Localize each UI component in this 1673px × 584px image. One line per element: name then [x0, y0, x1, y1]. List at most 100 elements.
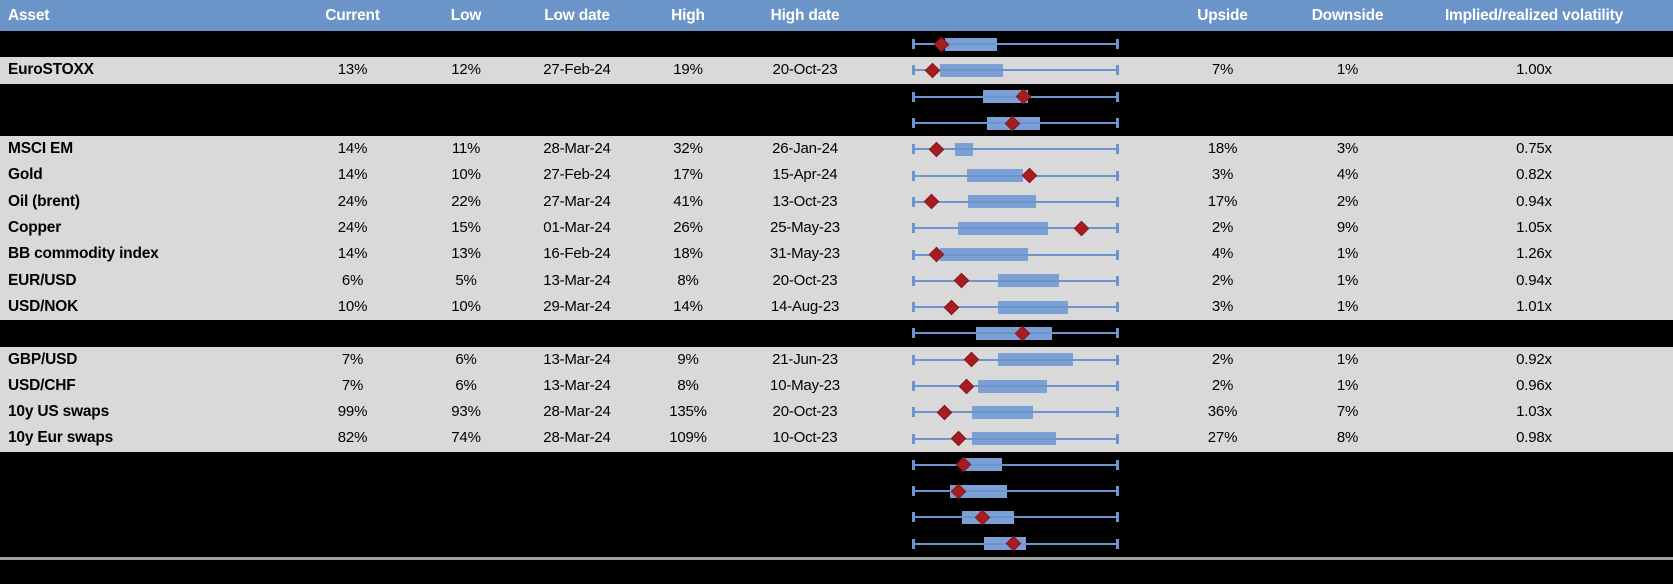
high-cell[interactable]: 32% — [673, 140, 703, 158]
asset-name-cell[interactable]: Gold — [8, 166, 43, 184]
current-cell[interactable] — [295, 452, 410, 478]
implied-realized-cell[interactable]: 0.94x — [1516, 271, 1552, 289]
high-cell[interactable] — [632, 31, 744, 57]
asset-name-cell[interactable]: USD/CHF — [8, 376, 76, 394]
downside-cell[interactable] — [1300, 320, 1395, 346]
low-date-cell[interactable] — [522, 31, 632, 57]
implied-realized-cell[interactable] — [1395, 31, 1673, 57]
high-date-cell[interactable]: 15-Apr-24 — [772, 166, 838, 184]
upside-cell[interactable]: 7% — [1211, 61, 1234, 79]
header-cell-high-date[interactable]: High date — [770, 7, 840, 24]
high-cell[interactable] — [632, 504, 744, 530]
high-cell[interactable]: 8% — [677, 376, 699, 394]
low-date-cell[interactable] — [522, 478, 632, 504]
low-cell[interactable] — [410, 320, 522, 346]
header-cell-downside[interactable]: Downside — [1311, 7, 1384, 24]
high-cell[interactable] — [632, 452, 744, 478]
downside-cell[interactable] — [1300, 504, 1395, 530]
upside-cell[interactable]: 36% — [1207, 403, 1238, 421]
implied-realized-cell[interactable]: 1.00x — [1516, 61, 1552, 79]
header-cell-upside[interactable]: Upside — [1197, 7, 1248, 24]
header-cell-asset[interactable]: Asset — [8, 7, 50, 24]
high-cell[interactable]: 14% — [673, 297, 703, 315]
current-cell[interactable]: 13% — [337, 61, 368, 79]
header-cell-implied-realized[interactable]: Implied/realized volatility — [1444, 7, 1624, 24]
high-date-cell[interactable]: 10-Oct-23 — [772, 429, 838, 447]
asset-name-cell[interactable]: 10y US swaps — [8, 403, 109, 421]
upside-cell[interactable]: 3% — [1211, 297, 1234, 315]
low-date-cell[interactable]: 27-Mar-24 — [543, 192, 611, 210]
header-cell-current[interactable]: Current — [325, 7, 380, 24]
implied-realized-cell[interactable] — [1395, 504, 1673, 530]
upside-cell[interactable] — [1145, 31, 1300, 57]
asset-name-cell[interactable] — [0, 504, 295, 530]
implied-realized-cell[interactable]: 1.01x — [1516, 297, 1552, 315]
upside-cell[interactable] — [1145, 504, 1300, 530]
downside-cell[interactable] — [1300, 31, 1395, 57]
implied-realized-cell[interactable]: 0.82x — [1516, 166, 1552, 184]
implied-realized-cell[interactable]: 0.92x — [1516, 350, 1552, 368]
downside-cell[interactable] — [1300, 84, 1395, 110]
downside-cell[interactable]: 1% — [1336, 297, 1359, 315]
high-cell[interactable]: 18% — [673, 245, 703, 263]
downside-cell[interactable]: 2% — [1336, 192, 1359, 210]
implied-realized-cell[interactable]: 1.03x — [1516, 403, 1552, 421]
low-date-cell[interactable]: 01-Mar-24 — [543, 219, 611, 237]
downside-cell[interactable] — [1300, 452, 1395, 478]
high-cell[interactable] — [632, 84, 744, 110]
asset-name-cell[interactable] — [0, 31, 295, 57]
high-date-cell[interactable] — [744, 31, 866, 57]
implied-realized-cell[interactable] — [1395, 531, 1673, 557]
current-cell[interactable] — [295, 320, 410, 346]
implied-realized-cell[interactable] — [1395, 320, 1673, 346]
current-cell[interactable] — [295, 31, 410, 57]
high-date-cell[interactable]: 25-May-23 — [770, 219, 840, 237]
current-cell[interactable]: 24% — [337, 192, 368, 210]
upside-cell[interactable] — [1145, 110, 1300, 136]
high-cell[interactable] — [632, 110, 744, 136]
current-cell[interactable]: 7% — [341, 350, 364, 368]
low-date-cell[interactable] — [522, 452, 632, 478]
upside-cell[interactable]: 2% — [1211, 219, 1234, 237]
asset-name-cell[interactable]: MSCI EM — [8, 140, 73, 158]
low-date-cell[interactable]: 27-Feb-24 — [543, 61, 611, 79]
low-cell[interactable] — [410, 31, 522, 57]
upside-cell[interactable] — [1145, 320, 1300, 346]
upside-cell[interactable]: 2% — [1211, 376, 1234, 394]
current-cell[interactable]: 82% — [337, 429, 368, 447]
implied-realized-cell[interactable] — [1395, 110, 1673, 136]
low-date-cell[interactable]: 13-Mar-24 — [543, 350, 611, 368]
high-cell[interactable]: 19% — [673, 61, 703, 79]
upside-cell[interactable]: 3% — [1211, 166, 1234, 184]
high-date-cell[interactable]: 20-Oct-23 — [772, 271, 838, 289]
current-cell[interactable] — [295, 478, 410, 504]
implied-realized-cell[interactable] — [1395, 452, 1673, 478]
asset-name-cell[interactable] — [0, 320, 295, 346]
high-date-cell[interactable] — [744, 110, 866, 136]
low-cell[interactable]: 74% — [451, 429, 481, 447]
current-cell[interactable]: 10% — [337, 297, 368, 315]
high-date-cell[interactable]: 10-May-23 — [770, 376, 840, 394]
upside-cell[interactable]: 17% — [1207, 192, 1238, 210]
downside-cell[interactable]: 8% — [1336, 429, 1359, 447]
low-date-cell[interactable]: 29-Mar-24 — [543, 297, 611, 315]
asset-name-cell[interactable] — [0, 478, 295, 504]
low-cell[interactable] — [410, 504, 522, 530]
asset-name-cell[interactable]: EuroSTOXX — [8, 61, 94, 79]
high-cell[interactable] — [632, 320, 744, 346]
high-cell[interactable]: 8% — [677, 271, 699, 289]
high-cell[interactable]: 109% — [669, 429, 707, 447]
low-cell[interactable] — [410, 110, 522, 136]
low-cell[interactable]: 13% — [451, 245, 481, 263]
low-cell[interactable]: 93% — [451, 403, 481, 421]
header-cell-low[interactable]: Low — [450, 7, 482, 24]
high-cell[interactable]: 17% — [673, 166, 703, 184]
asset-name-cell[interactable]: Copper — [8, 219, 62, 237]
low-cell[interactable] — [410, 531, 522, 557]
downside-cell[interactable] — [1300, 531, 1395, 557]
header-cell-low-date[interactable]: Low date — [544, 7, 610, 24]
low-date-cell[interactable]: 28-Mar-24 — [543, 429, 611, 447]
low-cell[interactable] — [410, 452, 522, 478]
downside-cell[interactable]: 1% — [1336, 376, 1359, 394]
high-date-cell[interactable]: 20-Oct-23 — [772, 61, 838, 79]
